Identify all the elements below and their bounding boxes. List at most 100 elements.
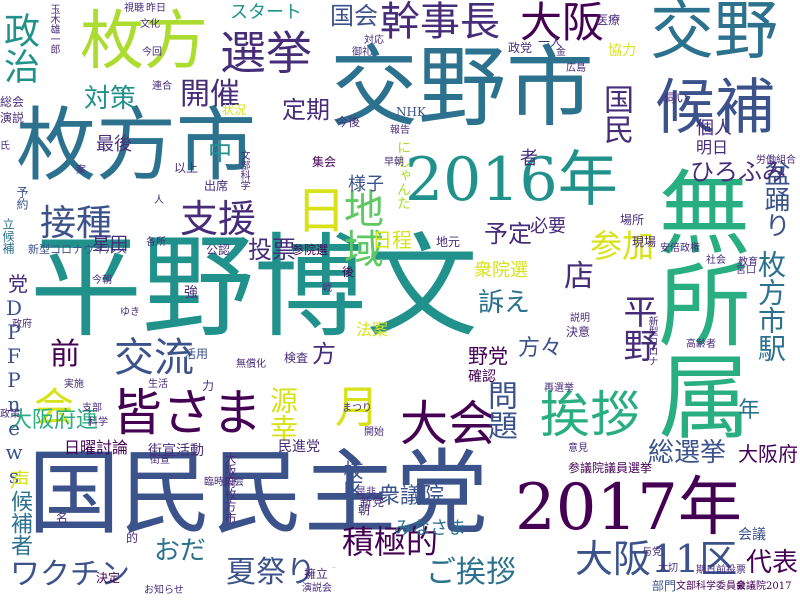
- word: 衆院選: [474, 260, 528, 281]
- word: NHK: [396, 105, 426, 119]
- word: 力: [202, 379, 215, 393]
- word: 昨日: [146, 3, 166, 14]
- word: 名: [56, 511, 69, 525]
- word: 会: [34, 385, 74, 431]
- word: 実施: [64, 379, 84, 390]
- word: 日: [296, 182, 346, 240]
- word: 対策: [84, 84, 137, 114]
- word: 早朝: [384, 157, 404, 168]
- word: ご挨拶: [426, 555, 516, 590]
- word: 政治: [0, 12, 39, 84]
- word: 氏: [0, 141, 10, 152]
- word: 無所属: [643, 165, 750, 441]
- word: 以上: [174, 161, 199, 175]
- word: 大阪: [520, 0, 605, 47]
- word: 御礼: [352, 47, 372, 58]
- word: 演説会: [302, 583, 332, 594]
- word: 場所: [620, 213, 645, 227]
- word: 星田: [92, 234, 128, 255]
- word: 前: [50, 337, 80, 372]
- word: 参加: [590, 227, 655, 265]
- word: 視聴: [124, 3, 144, 14]
- word: まつり: [342, 403, 372, 414]
- word: 街宣活動: [148, 443, 204, 459]
- word: 検査: [284, 351, 309, 365]
- word: 総会: [0, 95, 25, 109]
- word: 源幸: [266, 386, 299, 442]
- word: 交流: [114, 335, 194, 381]
- word: 盆踊り: [760, 160, 790, 238]
- word: ワクチン: [10, 557, 130, 592]
- word: 労働組合: [756, 155, 796, 166]
- word: 大阪府枚方市: [223, 452, 237, 524]
- word: 総選挙: [648, 438, 727, 468]
- word: 投票: [248, 236, 296, 264]
- word: 月: [335, 382, 379, 433]
- word: 状況: [222, 103, 247, 117]
- word: 新型コロナ: [646, 316, 657, 366]
- word: 2017年: [515, 471, 742, 545]
- word: 定期: [282, 96, 330, 124]
- word: 訴え: [478, 288, 531, 318]
- word: 方: [312, 340, 336, 368]
- word: 各所: [146, 237, 166, 248]
- word: 高齢者: [686, 339, 716, 350]
- word: 的: [126, 531, 139, 545]
- word: 社会: [706, 255, 726, 266]
- word: にしゃんた: [395, 140, 411, 210]
- word: 積極的: [342, 523, 439, 561]
- word: 現場: [632, 235, 657, 249]
- word: みなさま: [394, 518, 466, 539]
- word: 参院選: [292, 243, 329, 257]
- word: 立候補: [1, 218, 15, 254]
- word: 今朝: [92, 275, 112, 286]
- word: 一人: [538, 35, 563, 49]
- word: 再選挙: [544, 383, 574, 394]
- word: 衆議院: [378, 484, 445, 509]
- word: 強: [184, 285, 198, 301]
- word: 出席: [204, 179, 229, 193]
- word: 中: [208, 138, 232, 166]
- word: 問題: [482, 380, 517, 440]
- word: 明日: [696, 138, 729, 157]
- word: 人: [154, 195, 164, 206]
- word: 幹事長: [380, 0, 500, 45]
- word: スタート: [230, 2, 302, 23]
- word: 今後: [336, 115, 361, 129]
- word: 最後: [96, 134, 132, 155]
- word: 開始: [364, 427, 384, 438]
- word: 方々: [518, 336, 563, 361]
- word: 集会: [312, 155, 337, 169]
- word: 平野: [617, 294, 657, 362]
- word: 報告: [390, 125, 410, 136]
- word: 教育: [738, 257, 758, 268]
- word: 枚方市: [16, 99, 256, 192]
- word: 年: [738, 398, 761, 423]
- word: 与党: [642, 547, 662, 558]
- word: 期日前投票: [696, 565, 746, 576]
- word: 声: [10, 468, 30, 492]
- word: 新党: [360, 495, 385, 509]
- word: お知らせ: [144, 585, 184, 596]
- word: 朝: [358, 503, 371, 517]
- word: 金: [556, 47, 566, 58]
- word: 民進党: [278, 439, 320, 455]
- word: 参議院議員選挙: [568, 461, 653, 475]
- word: 地域: [337, 188, 383, 268]
- word: 店: [564, 259, 594, 294]
- word: 文部科学委員会: [676, 581, 746, 592]
- word: 候補者: [7, 490, 32, 556]
- word: 大阪府: [738, 442, 798, 466]
- word: 今回: [142, 47, 162, 58]
- word: 法案: [356, 320, 389, 339]
- word: 文化: [140, 19, 160, 30]
- word: 擁立: [304, 567, 329, 581]
- word: 候補: [655, 73, 775, 143]
- word: 決定: [96, 571, 121, 585]
- word: 実現: [340, 526, 342, 527]
- word: 皆さま: [112, 384, 262, 442]
- word: 日程: [372, 228, 412, 252]
- word: 予定: [484, 220, 532, 248]
- word: 是非: [356, 487, 376, 498]
